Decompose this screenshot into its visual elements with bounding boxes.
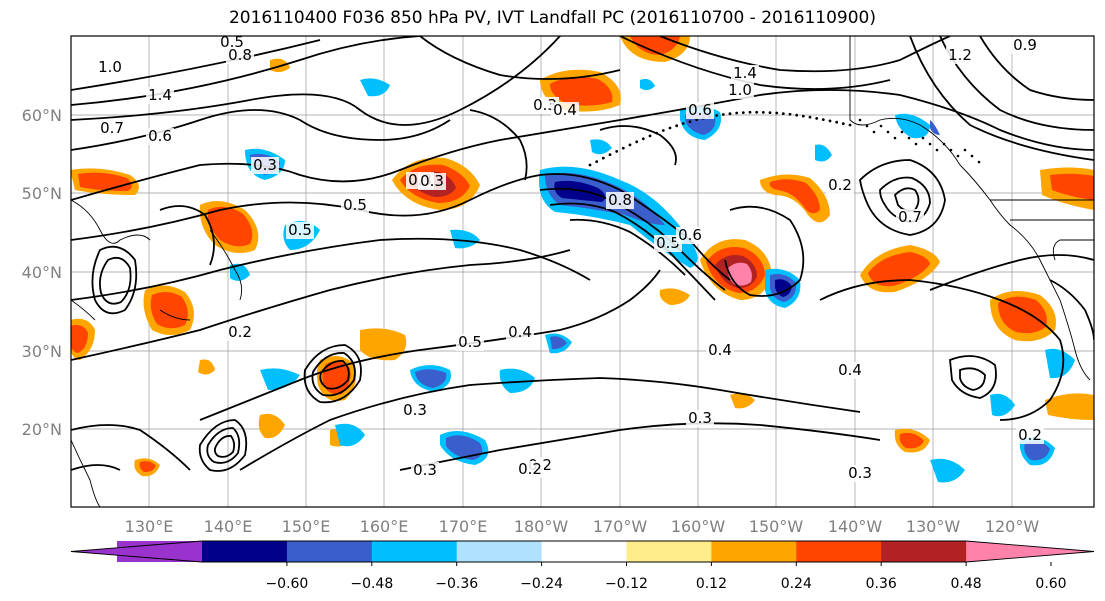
colorbar-segment: [541, 541, 627, 562]
contour-label: 0.4: [838, 361, 862, 379]
contour-label: 0.2: [1018, 426, 1042, 444]
lon-label: 120°W: [985, 517, 1040, 536]
contour-label: 1.0: [98, 58, 122, 76]
lon-label: 160°W: [671, 517, 726, 536]
lon-label: 130°W: [906, 517, 961, 536]
contour-label: 0.6: [688, 101, 712, 119]
lat-label: 30°N: [22, 342, 62, 361]
contour-label: 0.4: [708, 341, 732, 359]
colorbar-extend-max: [966, 541, 1094, 562]
colorbar-tick-label: −0.48: [350, 576, 393, 592]
colorbar-tick-label: 0.24: [781, 576, 812, 592]
contour-label: 0.5: [343, 196, 367, 214]
pv-shading: [71, 36, 1094, 483]
map-frame: [70, 35, 1095, 508]
lon-label: 160°E: [360, 517, 409, 536]
contour-label: 0.6: [148, 127, 172, 145]
contour-label: 0.5: [458, 333, 482, 351]
graticule: [71, 36, 1094, 507]
colorbar-segment: [286, 541, 373, 562]
colorbar: [70, 540, 1095, 563]
colorbar-segment: [881, 541, 967, 562]
contour-label: 0.6: [678, 226, 702, 244]
lon-label: 170°W: [593, 517, 648, 536]
lat-label: 60°N: [22, 106, 62, 125]
contour-labels: 1.01.40.70.60.50.80.30.50.80.30.40.61.01…: [96, 36, 1044, 482]
lon-label: 150°W: [749, 517, 804, 536]
lon-label: 170°E: [439, 517, 488, 536]
colorbar-tick-label: −0.12: [605, 576, 648, 592]
contour-label: 0.3: [420, 172, 444, 190]
coastlines: [71, 36, 1094, 507]
colorbar-segment: [371, 541, 458, 562]
colorbar-tick-label: 0.36: [866, 576, 897, 592]
colorbar-tick-label: 0.12: [696, 576, 727, 592]
map-title: 2016110400 F036 850 hPa PV, IVT Landfall…: [228, 8, 876, 28]
contour-label: 0.5: [656, 234, 680, 252]
colorbar-tick-label: 0.60: [1035, 576, 1066, 592]
contour-label: 0.9: [1013, 36, 1037, 54]
latitude-labels: 60°N 50°N 40°N 30°N 20°N: [22, 106, 62, 439]
contour-label: 0.2: [518, 460, 542, 478]
contour-label: 0.3: [533, 96, 557, 114]
longitude-labels: 130°E 140°E 150°E 160°E 170°E 180°W 170°W 160°W…: [125, 517, 1040, 536]
contour-label: 0.7: [898, 208, 922, 226]
contour-label: 0.8: [608, 191, 632, 209]
contour-label: 0.4: [553, 101, 577, 119]
contour-label: 0.3: [848, 464, 872, 482]
contour-label: 0.3: [403, 401, 427, 419]
contour-label: 0.4: [508, 323, 532, 341]
lon-label: 140°W: [828, 517, 883, 536]
lat-label: 40°N: [22, 263, 62, 282]
colorbar-tick-label: −0.36: [435, 576, 478, 592]
contour-label: 1.4: [733, 64, 757, 82]
contour-label: 0.5: [288, 221, 312, 239]
pv-contours: [71, 36, 1094, 472]
contour-label: 0.3: [253, 156, 277, 174]
colorbar-segment: [796, 541, 882, 562]
lon-label: 150°E: [282, 517, 331, 536]
colorbar-segment: [456, 541, 543, 562]
colorbar-tick-label: 0.48: [951, 576, 982, 592]
lon-label: 130°E: [125, 517, 174, 536]
colorbar-segment: [626, 541, 712, 562]
contour-label: 0.8: [228, 46, 252, 64]
colorbar-ticks: −0.60 −0.48 −0.36 −0.24 −0.12 0.12 0.24 0.36 0.4…: [265, 562, 1067, 592]
contour-label: 0.2: [228, 323, 252, 341]
contour-label: 1.4: [148, 86, 172, 104]
contour-label: 0.2: [828, 176, 852, 194]
lat-label: 50°N: [22, 184, 62, 203]
colorbar-segment: [202, 541, 288, 562]
contour-label: 0.3: [413, 461, 437, 479]
lon-label: 140°E: [204, 517, 253, 536]
lat-label: 20°N: [22, 420, 62, 439]
colorbar-tick-label: −0.60: [265, 576, 308, 592]
contour-label: 1.0: [728, 81, 752, 99]
contour-label: 1.2: [948, 46, 972, 64]
map-area: 1.01.40.70.60.50.80.30.50.80.30.40.61.01…: [71, 36, 1094, 507]
aleutian-islands: [588, 110, 981, 167]
colorbar-tick-label: −0.24: [520, 576, 563, 592]
lon-label: 180°W: [514, 517, 569, 536]
contour-label: 0.7: [100, 119, 124, 137]
contour-label: 0.3: [688, 409, 712, 427]
colorbar-segment: [711, 541, 797, 562]
